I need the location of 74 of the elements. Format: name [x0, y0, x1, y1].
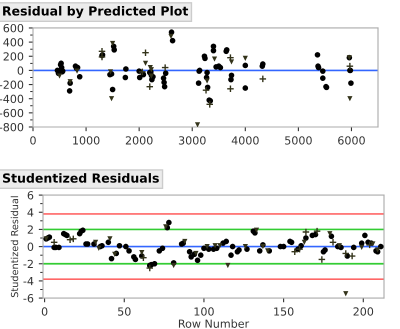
x-tick-label: 5000: [285, 136, 312, 145]
point: [302, 228, 310, 236]
point: [108, 69, 114, 74]
point: [148, 64, 153, 70]
point: [139, 250, 144, 256]
point: [56, 73, 62, 79]
y-tick-label: 400: [3, 38, 24, 46]
x-tick-label: 2000: [126, 136, 153, 145]
point: [202, 86, 210, 94]
point: [359, 244, 364, 250]
y-tick-label: -4: [23, 277, 34, 286]
y-axis-title: Studentized Residual: [10, 196, 18, 298]
point: [204, 78, 210, 84]
y-tick-label: 0: [28, 242, 34, 251]
x-tick-label: 200: [353, 307, 374, 316]
x-tick-label: 6000: [338, 136, 365, 145]
point: [313, 227, 322, 236]
point: [228, 59, 234, 65]
point: [146, 264, 154, 272]
point: [110, 40, 116, 46]
x-tick-label: 0: [42, 307, 48, 316]
point: [98, 53, 106, 61]
point: [146, 82, 154, 91]
chart-title: Studentized Residuals: [2, 173, 159, 183]
y-tick-label: 2: [28, 225, 33, 234]
point: [342, 250, 350, 258]
point: [329, 238, 337, 246]
x-tick-label: 100: [194, 307, 214, 316]
point: [168, 34, 174, 40]
point: [217, 243, 222, 248]
point: [98, 47, 106, 56]
x-tick-label: 3000: [178, 136, 206, 145]
y-tick-label: 600: [4, 24, 24, 32]
point: [258, 74, 267, 83]
point: [161, 64, 170, 72]
point: [348, 252, 356, 260]
y-tick-label: -2: [23, 260, 33, 268]
point: [50, 238, 58, 246]
y-tick-label: 4: [27, 208, 34, 216]
x-tick-label: 4000: [232, 136, 259, 145]
point: [242, 244, 248, 250]
point: [327, 231, 332, 236]
x-tick-label: 1000: [73, 136, 100, 145]
point: [225, 262, 230, 268]
point: [212, 56, 218, 62]
point: [347, 96, 352, 102]
x-tick-label: 50: [118, 307, 131, 316]
point: [138, 68, 146, 76]
point: [302, 240, 307, 245]
point: [343, 291, 348, 296]
x-axis-title: Row Number: [178, 319, 250, 328]
point: [226, 54, 234, 62]
point: [254, 228, 260, 233]
point: [74, 68, 80, 74]
point: [242, 56, 248, 61]
point: [139, 254, 148, 262]
point: [204, 244, 210, 250]
point: [212, 243, 218, 248]
y-tick-label: 0: [18, 66, 24, 75]
point: [194, 122, 200, 127]
point: [226, 84, 234, 93]
point: [142, 60, 148, 66]
y-tick-label: 6: [28, 191, 34, 200]
chart-title: Residual by Predicted Plot: [3, 6, 188, 18]
x-tick-label: 150: [274, 307, 294, 316]
point: [206, 100, 214, 108]
point: [142, 48, 150, 57]
y-tick-label: -6: [23, 294, 34, 302]
point: [108, 96, 114, 102]
point: [346, 62, 354, 70]
point: [171, 262, 176, 268]
point: [107, 236, 113, 242]
y-tick-label: 200: [4, 52, 24, 61]
point: [318, 256, 326, 264]
